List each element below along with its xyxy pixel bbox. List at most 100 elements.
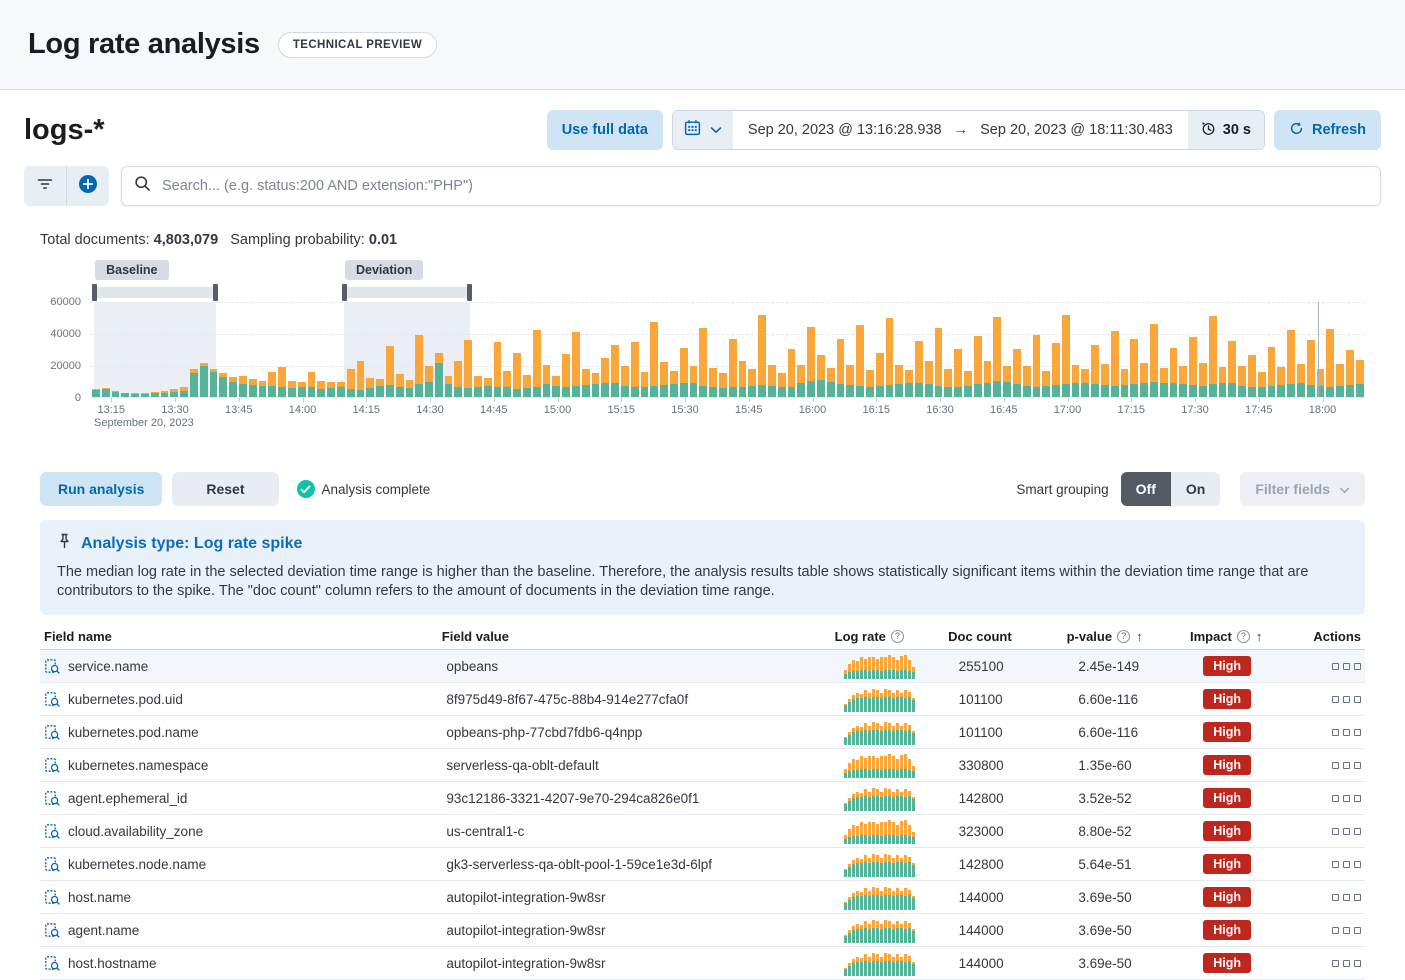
sparkline-bar — [851, 824, 855, 844]
column-impact[interactable]: Impact? ↑ — [1189, 628, 1263, 644]
action-button[interactable] — [1332, 926, 1340, 934]
histogram-bar — [1159, 302, 1168, 397]
histogram-bar — [1179, 302, 1188, 397]
action-button[interactable] — [1343, 860, 1351, 868]
date-range-start[interactable]: Sep 20, 2023 @ 13:16:28.938 — [747, 122, 942, 138]
histogram-plot[interactable] — [90, 302, 1365, 398]
row-actions — [1328, 926, 1365, 934]
sparkline-bar — [903, 954, 907, 976]
action-button[interactable] — [1332, 893, 1340, 901]
field-statistics-icon[interactable] — [44, 790, 60, 806]
x-tick-label: 13:30 — [161, 404, 189, 416]
action-button[interactable] — [1354, 794, 1362, 802]
field-value: gk3-serverless-qa-oblt-pool-1-59ce1e3d-6… — [446, 856, 713, 872]
action-button[interactable] — [1354, 827, 1362, 835]
histogram-bar — [914, 302, 923, 397]
field-statistics-icon[interactable] — [44, 724, 60, 740]
histogram-bar — [1346, 302, 1354, 397]
info-icon[interactable]: ? — [1236, 629, 1250, 643]
info-icon[interactable]: ? — [1117, 629, 1131, 643]
histogram-bar — [1326, 302, 1335, 397]
action-button[interactable] — [1343, 959, 1351, 967]
filter-list-button[interactable] — [24, 166, 66, 206]
column-p-value[interactable]: p-value? ↑ — [1066, 628, 1143, 644]
field-statistics-icon[interactable] — [44, 955, 60, 971]
action-button[interactable] — [1332, 794, 1340, 802]
action-button[interactable] — [1332, 761, 1340, 769]
action-button[interactable] — [1343, 761, 1351, 769]
action-button[interactable] — [1354, 860, 1362, 868]
sparkline-bar — [883, 854, 887, 877]
search-input[interactable] — [160, 177, 1368, 195]
sparkline-bar — [863, 888, 867, 910]
action-button[interactable] — [1343, 794, 1351, 802]
sparkline-bar — [907, 659, 911, 679]
sparkline-bar — [903, 888, 907, 910]
info-icon[interactable]: ? — [890, 629, 904, 643]
action-button[interactable] — [1354, 695, 1362, 703]
sparkline-bar — [871, 722, 875, 745]
histogram-bar — [611, 302, 620, 397]
sparkline-bar — [879, 890, 883, 910]
sparkline-bar — [883, 756, 887, 778]
impact-badge: High — [1203, 788, 1251, 808]
use-full-data-button[interactable]: Use full data — [546, 110, 663, 150]
row-actions — [1328, 893, 1365, 901]
baseline-brush[interactable] — [91, 284, 219, 301]
action-button[interactable] — [1354, 893, 1362, 901]
run-analysis-button[interactable]: Run analysis — [40, 472, 163, 506]
add-filter-button[interactable] — [67, 166, 109, 206]
doc-count: 144000 — [958, 889, 1004, 905]
action-button[interactable] — [1332, 662, 1340, 670]
field-statistics-icon[interactable] — [44, 658, 60, 674]
sparkline-bar — [855, 791, 859, 811]
field-statistics-icon[interactable] — [44, 856, 60, 872]
histogram-bar — [797, 302, 806, 397]
filter-fields-dropdown[interactable]: Filter fields — [1240, 472, 1365, 506]
action-button[interactable] — [1354, 926, 1362, 934]
sparkline-bar — [863, 954, 867, 976]
reset-button[interactable]: Reset — [172, 472, 279, 506]
field-statistics-icon[interactable] — [44, 691, 60, 707]
field-statistics-icon[interactable] — [44, 823, 60, 839]
action-button[interactable] — [1332, 695, 1340, 703]
action-button[interactable] — [1332, 728, 1340, 736]
date-range-end[interactable]: Sep 20, 2023 @ 18:11:30.483 — [980, 122, 1173, 138]
action-button[interactable] — [1354, 959, 1362, 967]
field-statistics-icon[interactable] — [44, 922, 60, 938]
table-row: kubernetes.pod.uid 8f975d49-8f67-475c-88… — [40, 683, 1365, 716]
field-value: autopilot-integration-9w8sr — [446, 889, 606, 905]
action-button[interactable] — [1354, 728, 1362, 736]
action-button[interactable] — [1343, 893, 1351, 901]
action-button[interactable] — [1343, 728, 1351, 736]
action-button[interactable] — [1332, 860, 1340, 868]
histogram-bar — [278, 302, 286, 397]
action-button[interactable] — [1354, 662, 1362, 670]
field-statistics-icon[interactable] — [44, 889, 60, 905]
histogram-bar — [1140, 302, 1149, 397]
action-button[interactable] — [1343, 827, 1351, 835]
smart-grouping-off[interactable]: Off — [1120, 472, 1171, 506]
refresh-button[interactable]: Refresh — [1274, 110, 1381, 150]
x-tick-label: 17:45 — [1244, 404, 1273, 416]
x-tick — [1195, 398, 1196, 402]
action-button[interactable] — [1343, 926, 1351, 934]
action-button[interactable] — [1354, 761, 1362, 769]
date-picker-quick-menu[interactable] — [672, 111, 733, 149]
action-button[interactable] — [1343, 662, 1351, 670]
action-button[interactable] — [1332, 827, 1340, 835]
field-name: agent.name — [68, 922, 140, 938]
histogram-bar — [1277, 302, 1286, 397]
action-button[interactable] — [1332, 959, 1340, 967]
refresh-interval-button[interactable]: 30 s — [1187, 111, 1264, 149]
deviation-brush[interactable] — [341, 284, 473, 301]
sparkline-bar — [899, 890, 903, 910]
smart-grouping-on[interactable]: On — [1170, 472, 1221, 506]
histogram-bar — [944, 302, 953, 397]
histogram-bar — [336, 302, 345, 397]
histogram-bar — [131, 302, 139, 397]
field-statistics-icon[interactable] — [44, 757, 60, 773]
column-field-name: Field name — [44, 628, 112, 644]
action-button[interactable] — [1343, 695, 1351, 703]
histogram-bar — [983, 302, 992, 397]
